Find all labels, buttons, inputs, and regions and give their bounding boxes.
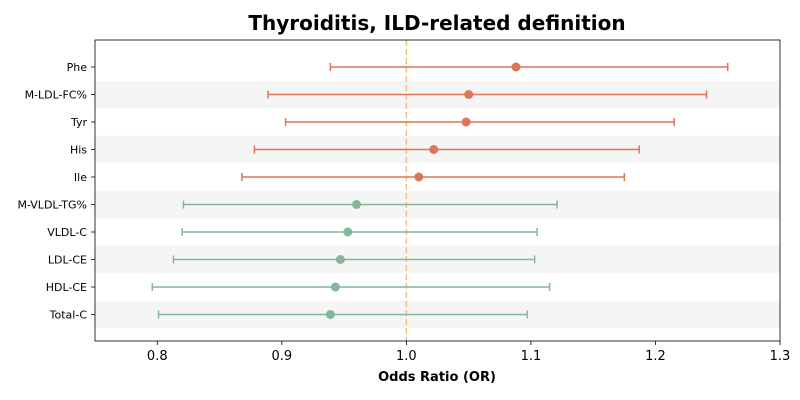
x-tick-label: 1.3	[770, 349, 791, 364]
y-tick-label: LDL-CE	[48, 254, 87, 267]
ci-row	[151, 282, 551, 292]
or-point	[343, 227, 353, 237]
ci-row	[182, 200, 558, 209]
ci-row	[329, 62, 729, 72]
or-point	[352, 200, 362, 209]
x-tick-label: 0.9	[271, 349, 292, 364]
ci-row	[181, 227, 538, 237]
ci-row	[267, 90, 708, 99]
y-tick-label: M-VLDL-TG%	[17, 199, 87, 212]
or-point	[330, 282, 340, 292]
or-point	[511, 62, 521, 72]
x-tick-label: 1.0	[396, 349, 417, 364]
x-axis-label: Odds Ratio (OR)	[378, 370, 496, 385]
y-axis: Phe M-LDL-FC% Tyr His Ile M-VLDL-TG% VLDL-C LDL…	[17, 61, 95, 322]
or-point	[414, 172, 424, 182]
plot-frame	[94, 39, 781, 342]
or-point	[464, 90, 474, 99]
ci-row	[253, 145, 641, 154]
y-tick-label: His	[70, 144, 87, 157]
ci-row	[241, 172, 626, 182]
y-tick-label: HDL-CE	[46, 281, 87, 294]
x-axis: 0.8 0.9 1.0 1.1 1.2 1.3	[147, 341, 790, 364]
y-tick-label: Ile	[74, 171, 87, 184]
y-tick-label: M-LDL-FC%	[25, 89, 87, 102]
y-tick-label: Tyr	[70, 116, 88, 129]
chart-title: Thyroiditis, ILD-related definition	[248, 11, 625, 35]
x-tick-label: 1.1	[521, 349, 542, 364]
y-tick-label: VLDL-C	[47, 226, 87, 239]
y-tick-label: Total-C	[49, 309, 88, 322]
y-tick-label: Phe	[67, 61, 88, 74]
or-point	[429, 145, 439, 154]
ci-row	[284, 117, 675, 127]
x-tick-label: 1.2	[645, 349, 666, 364]
or-point	[461, 117, 471, 127]
ci-row	[172, 255, 536, 264]
ci-row	[157, 310, 528, 319]
or-point	[325, 310, 335, 319]
data-marks	[151, 62, 729, 319]
x-tick-label: 0.8	[147, 349, 168, 364]
or-point	[335, 255, 345, 264]
